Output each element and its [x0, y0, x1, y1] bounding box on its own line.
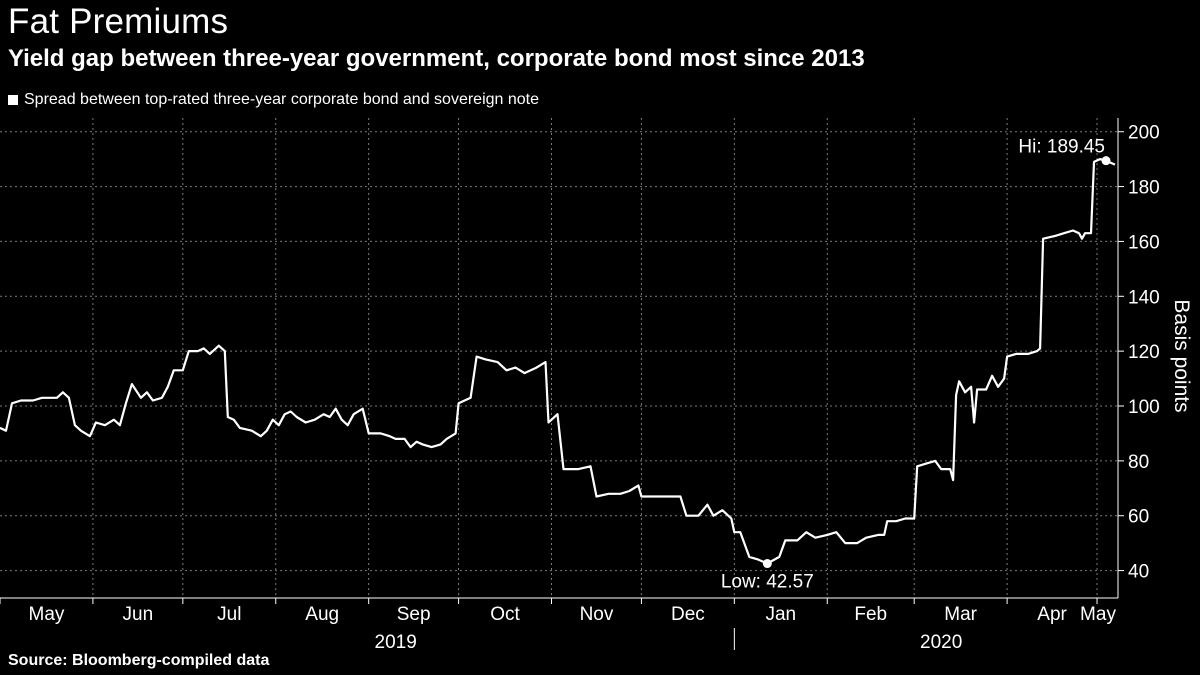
y-tick-label: 160 — [1128, 232, 1160, 253]
chart-subtitle: Yield gap between three-year government,… — [8, 45, 865, 72]
low-annotation: Low: 42.57 — [721, 572, 814, 593]
grid — [0, 118, 1118, 598]
x-tick-label: Dec — [671, 604, 705, 625]
high-annotation: Hi: 189.45 — [1018, 137, 1105, 158]
y-tick-label: 140 — [1128, 287, 1160, 308]
x-tick-label: May — [1080, 604, 1116, 625]
x-tick-label: Sep — [397, 604, 431, 625]
y-tick-label: 40 — [1128, 562, 1149, 583]
legend-swatch — [8, 95, 18, 105]
y-axis-title: Basis points — [1170, 299, 1193, 412]
y-tick-label: 180 — [1128, 178, 1160, 199]
y-tick-label: 100 — [1128, 397, 1160, 418]
x-tick-label: Jan — [765, 604, 796, 625]
x-tick-label: Apr — [1037, 604, 1067, 625]
x-tick-label: Jul — [217, 604, 241, 625]
chart-title: Fat Premiums — [8, 2, 229, 41]
x-tick-label: Feb — [854, 604, 887, 625]
y-tick-label: 120 — [1128, 342, 1160, 363]
annotations: Hi: 189.45 Low: 42.57 — [721, 137, 1111, 593]
y-tick-label: 60 — [1128, 507, 1149, 528]
x-tick-label: May — [29, 604, 65, 625]
x-tick-label: Oct — [490, 604, 520, 625]
year-label: 2019 — [375, 632, 417, 653]
x-tick-label: Jun — [123, 604, 154, 625]
high-marker — [1101, 156, 1111, 166]
axes: 40 60 80 100 120 140 160 180 200 May Jun Jul Aug Sep O… — [0, 118, 1193, 653]
x-tick-label: Nov — [580, 604, 614, 625]
year-label: 2020 — [920, 632, 962, 653]
x-tick-label: Aug — [305, 604, 339, 625]
y-tick-label: 200 — [1128, 123, 1160, 144]
source-note: Source: Bloomberg-compiled data — [8, 652, 270, 669]
y-tick-label: 80 — [1128, 452, 1149, 473]
legend: Spread between top-rated three-year corp… — [8, 91, 539, 109]
x-tick-label: Mar — [944, 604, 977, 625]
low-marker — [762, 559, 772, 569]
series-group — [0, 158, 1116, 565]
series-line — [0, 158, 1116, 565]
legend-label: Spread between top-rated three-year corp… — [24, 91, 540, 108]
